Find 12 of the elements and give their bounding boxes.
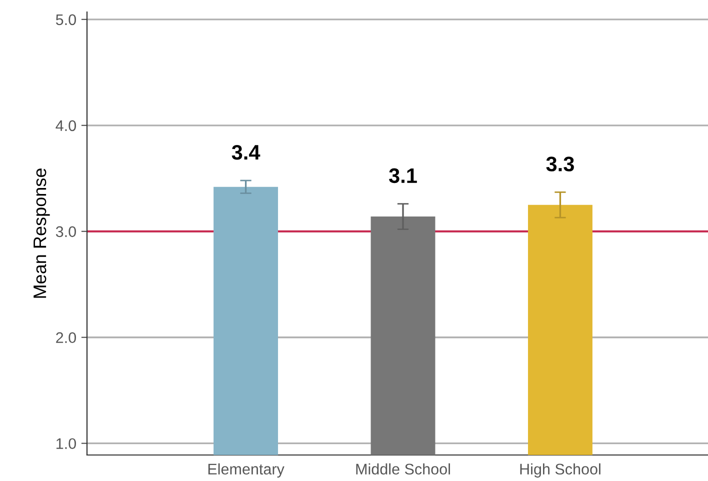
y-tick-label: 1.0: [56, 438, 76, 450]
y-axis-title: Mean Response: [34, 168, 50, 298]
x-tick-label: High School: [520, 463, 600, 478]
y-tick-label: 2.0: [56, 332, 76, 344]
data-label: 3.1: [389, 168, 417, 184]
y-tick-label: 5.0: [56, 14, 76, 26]
y-tick-label: 4.0: [56, 120, 76, 132]
y-tick-label: 3.0: [56, 226, 76, 238]
x-tick-label: Middle School: [356, 463, 450, 475]
data-label: 3.3: [546, 156, 574, 172]
data-label: 3.4: [232, 144, 260, 160]
x-tick-label: Elementary: [208, 463, 284, 478]
